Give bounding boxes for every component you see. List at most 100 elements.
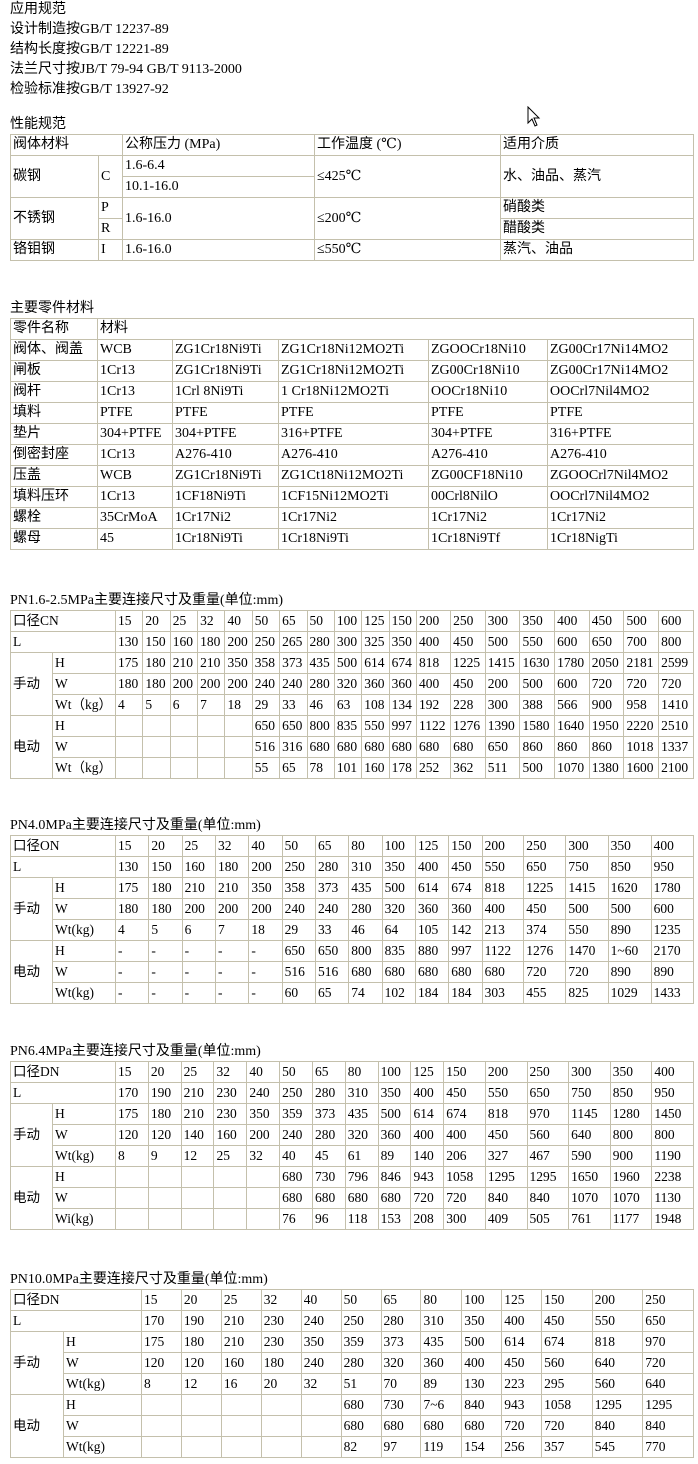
value-cell: [142, 715, 171, 737]
value-cell: 190: [147, 1082, 182, 1104]
value-cell: 550: [565, 919, 609, 941]
row-label: L: [10, 631, 116, 653]
size-cell: 400: [650, 835, 695, 857]
value-cell: 2050: [588, 652, 625, 674]
value-cell: 180: [114, 673, 144, 695]
standard-line: 法兰尺寸按JB/T 79-94 GB/T 9113-2000: [10, 62, 242, 77]
size-cell: 125: [414, 835, 450, 857]
value-cell: 997: [448, 940, 483, 962]
size-cell: 65: [314, 835, 350, 857]
value-cell: 560: [591, 1373, 644, 1395]
value-cell: 950: [651, 1082, 694, 1104]
value-cell: 1433: [650, 982, 695, 1004]
value-cell: 65: [314, 982, 350, 1004]
material-cell: WCB: [97, 339, 173, 361]
size-cell: 50: [306, 610, 335, 632]
material-cell: WCB: [97, 465, 173, 487]
value-cell: 1276: [450, 715, 486, 737]
part-name: 填料压环: [10, 486, 98, 508]
value-cell: 614: [501, 1331, 543, 1353]
value-cell: [197, 736, 226, 758]
materials-table: 零件名称 材料 阀体、阀盖 WCB ZG1Cr18Ni9Ti ZG1Cr18Ni12M…: [10, 318, 694, 550]
value-cell: 320: [333, 673, 363, 695]
size-cell: 500: [623, 610, 660, 632]
medium-cell: 水、油品、蒸汽: [500, 155, 694, 198]
value-cell: 190: [180, 1310, 222, 1332]
value-cell: 230: [213, 1082, 248, 1104]
material-cell: 316+PTFE: [547, 423, 694, 445]
value-cell: 800: [651, 1124, 694, 1146]
material-cell: ZGOOCrl7Nil4MO2: [547, 465, 694, 487]
value-cell: 545: [591, 1436, 644, 1458]
table-row: W 120 120 160 180 240 280 320 360 400 450 560 640 720: [11, 1352, 694, 1374]
value-cell: 178: [388, 757, 417, 779]
size-cell: 150: [448, 835, 483, 857]
value-cell: 175: [115, 1103, 149, 1125]
size-cell: 300: [565, 835, 609, 857]
dimension-table-title: PN6.4MPa主要连接尺寸及重量(单位:mm): [10, 1044, 261, 1059]
value-cell: [180, 1208, 215, 1230]
material-cell: 1Cr13: [97, 486, 173, 508]
table-row: W - - - - -516 516 680 680 680 680 680 720 720 890 890: [11, 961, 695, 983]
row-label: L: [10, 856, 116, 878]
value-cell: 890: [607, 961, 652, 983]
table-row: 压盖 WCB ZG1Cr18Ni9Ti ZG1Ct18Ni12MO2Ti ZG00CF1…: [10, 465, 694, 487]
value-cell: 16: [220, 1373, 262, 1395]
value-cell: 150: [148, 856, 183, 878]
row-label: W: [52, 736, 116, 758]
value-cell: 140: [180, 1124, 215, 1146]
value-cell: 1235: [650, 919, 695, 941]
table-row: W 680 680 680 680 720 720 840 840: [11, 1415, 694, 1437]
table-row: 闸板 1Cr13 ZG1Cr18Ni9Ti ZG1Cr18Ni12MO2Ti ZG00C…: [10, 360, 694, 382]
table-row: 手动 H 175 180 210 210 350 358 373 435 500 614 674 818 1…: [10, 877, 695, 941]
value-cell: 650: [642, 1310, 694, 1332]
value-cell: [220, 1394, 262, 1416]
value-cell: [180, 1436, 222, 1458]
value-cell: 500: [461, 1331, 503, 1353]
value-cell: 160: [361, 757, 390, 779]
value-cell: 450: [523, 898, 567, 920]
value-cell: 818: [415, 652, 452, 674]
size-cell: 65: [279, 610, 308, 632]
table-row: Wt(kg) 8 9 12 25 32 40 45 61 89 140 206 327 467 590 900…: [11, 1145, 694, 1167]
value-cell: 130: [461, 1373, 503, 1395]
size-cell: 40: [248, 835, 283, 857]
value-cell: [115, 1187, 149, 1209]
value-cell: 250: [281, 856, 316, 878]
medium-cell: 蒸汽、油品: [500, 239, 694, 261]
value-cell: 1295: [591, 1394, 644, 1416]
value-cell: 720: [658, 673, 694, 695]
value-cell: 120: [147, 1124, 182, 1146]
pressure-cell: 1.6-6.4: [122, 155, 315, 177]
size-cell: 200: [481, 835, 525, 857]
size-cell: 350: [609, 1061, 653, 1083]
part-name: 阀杆: [10, 381, 98, 403]
value-cell: 40: [279, 1145, 313, 1167]
value-cell: [300, 1415, 342, 1437]
value-cell: 61: [344, 1145, 379, 1167]
size-cell: 300: [568, 1061, 611, 1083]
value-cell: [246, 1208, 281, 1230]
table-row: Wt(kg) 82 97 119 154 256 357 545 770: [11, 1436, 694, 1458]
size-cell: 25: [180, 1061, 215, 1083]
material-cell: PTFE: [547, 402, 694, 424]
value-cell: 184: [414, 982, 450, 1004]
table-row: W 120 120 140 160 200 240 280 320 360 400 400 450 560…: [11, 1124, 694, 1146]
material-cell: A276-410: [278, 444, 429, 466]
size-cell: 15: [114, 610, 144, 632]
part-name: 螺栓: [10, 507, 98, 529]
value-cell: 350: [246, 1103, 281, 1125]
value-cell: -: [214, 961, 250, 983]
performance-heading: 性能规范: [10, 117, 66, 132]
value-cell: 320: [381, 898, 416, 920]
value-cell: [114, 715, 144, 737]
operation-group-label: 电动: [10, 1394, 64, 1458]
value-cell: 680: [306, 736, 335, 758]
value-cell: 818: [484, 1103, 528, 1125]
value-cell: 360: [377, 1124, 412, 1146]
value-cell: 150: [142, 631, 171, 653]
value-cell: 970: [642, 1331, 694, 1353]
material-cell: 1Cr13: [97, 444, 173, 466]
value-cell: 119: [420, 1436, 463, 1458]
size-cell: 20: [142, 610, 171, 632]
